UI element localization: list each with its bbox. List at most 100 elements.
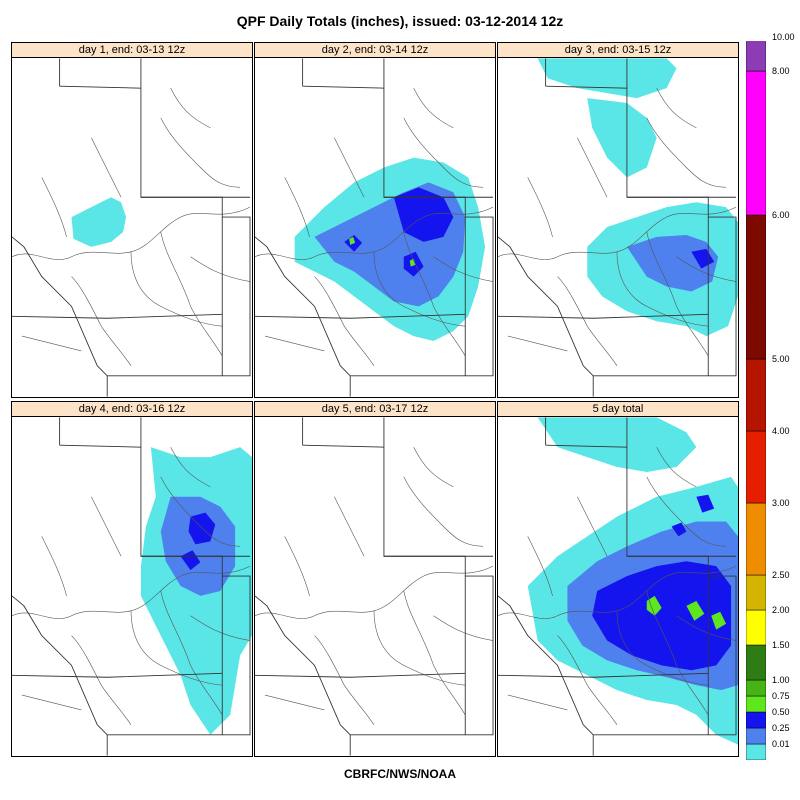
rivers-layer <box>255 88 494 367</box>
river-line <box>41 177 67 237</box>
precip-map <box>498 58 738 397</box>
panel-5-day-total: 5 day total <box>497 401 739 757</box>
precip-area-0.75 <box>349 236 356 245</box>
river-line <box>130 251 223 327</box>
precip-area-0.01 <box>537 58 677 99</box>
state-borders-layer <box>255 58 494 397</box>
river-line <box>646 590 709 716</box>
colorbar-band-10.00 <box>746 41 766 72</box>
colorbar-label-0.25: 0.25 <box>772 723 790 733</box>
river-line <box>160 117 241 188</box>
state-border <box>255 595 341 726</box>
river-line <box>413 88 454 129</box>
river-line <box>41 536 67 596</box>
river-line <box>190 256 251 282</box>
precip-area-0.50 <box>188 512 216 545</box>
colorbar-band-8.00 <box>746 70 766 216</box>
state-border <box>498 236 584 367</box>
precip-area-0.50 <box>671 522 687 537</box>
precip-overlay <box>71 197 127 247</box>
river-line <box>373 251 466 327</box>
river-line <box>403 231 466 357</box>
panel-day4: day 4, end: 03-16 12z <box>11 401 253 757</box>
river-line <box>498 251 618 260</box>
state-border <box>255 313 466 319</box>
state-border <box>302 444 466 736</box>
rivers-layer <box>498 88 737 367</box>
precip-area-0.25 <box>626 234 719 292</box>
state-border <box>465 575 494 736</box>
river-line <box>507 694 568 711</box>
precip-map <box>12 58 251 397</box>
precip-area-0.75 <box>686 600 705 621</box>
state-borders-layer <box>255 417 494 756</box>
precip-map <box>12 417 252 756</box>
precip-area-0.75 <box>409 258 416 267</box>
river-line <box>373 206 494 253</box>
panel-day2: day 2, end: 03-14 12z <box>254 42 496 398</box>
state-borders-layer <box>498 417 737 756</box>
river-line <box>527 536 553 596</box>
colorbar-band-5.00 <box>746 358 766 432</box>
colorbar-band-4.00 <box>746 430 766 504</box>
colorbar-band-0.50 <box>746 711 766 729</box>
river-line <box>160 590 223 716</box>
river-line <box>284 536 310 596</box>
river-line <box>255 610 375 619</box>
precip-area-0.75 <box>646 595 662 616</box>
state-border <box>140 58 251 198</box>
river-line <box>12 610 132 619</box>
state-border <box>498 672 709 678</box>
river-line <box>527 177 553 237</box>
colorbar-label-2.00: 2.00 <box>772 605 790 615</box>
river-line <box>403 590 466 716</box>
river-line <box>71 276 132 367</box>
precip-overlay <box>527 417 738 745</box>
rivers-layer <box>498 447 737 726</box>
rivers-layer <box>12 447 251 726</box>
state-border <box>708 575 737 736</box>
colorbar-label-8.00: 8.00 <box>772 66 790 76</box>
precip-overlay <box>537 58 738 337</box>
rivers-layer <box>12 88 251 367</box>
panel-label-day1: day 1, end: 03-13 12z <box>12 43 252 58</box>
state-border <box>626 58 737 198</box>
river-line <box>314 635 375 726</box>
state-border <box>383 417 494 557</box>
river-line <box>255 251 375 260</box>
precip-area-0.25 <box>160 496 236 596</box>
state-border <box>140 417 251 557</box>
panel-label-day4: day 4, end: 03-16 12z <box>12 402 252 417</box>
river-line <box>21 694 82 711</box>
state-border <box>255 672 466 678</box>
river-line <box>403 476 484 547</box>
state-borders-layer <box>12 417 251 756</box>
footer-credit: CBRFC/NWS/NOAA <box>344 767 456 781</box>
river-line <box>433 256 494 282</box>
colorbar-label-10.00: 10.00 <box>772 32 795 42</box>
precip-overlay <box>140 447 252 735</box>
panel-day5: day 5, end: 03-17 12z <box>254 401 496 757</box>
colorbar-band-2.50 <box>746 574 766 611</box>
colorbar-label-5.00: 5.00 <box>772 354 790 364</box>
precip-overlay <box>294 157 486 342</box>
colorbar-label-2.50: 2.50 <box>772 570 790 580</box>
precip-area-0.01 <box>537 417 697 472</box>
precip-map <box>498 417 738 756</box>
state-border <box>255 236 341 367</box>
river-line <box>656 447 697 488</box>
state-border <box>222 575 251 736</box>
colorbar-band-1.50 <box>746 644 766 681</box>
state-border <box>626 417 737 557</box>
colorbar-label-1.50: 1.50 <box>772 640 790 650</box>
river-line <box>130 206 251 253</box>
river-line <box>656 88 697 129</box>
state-border <box>222 216 251 377</box>
precip-map <box>255 417 494 756</box>
river-line <box>190 615 251 641</box>
river-line <box>160 231 223 357</box>
river-line <box>170 88 211 129</box>
river-line <box>507 335 568 352</box>
river-line <box>577 137 608 198</box>
colorbar-label-3.00: 3.00 <box>772 498 790 508</box>
